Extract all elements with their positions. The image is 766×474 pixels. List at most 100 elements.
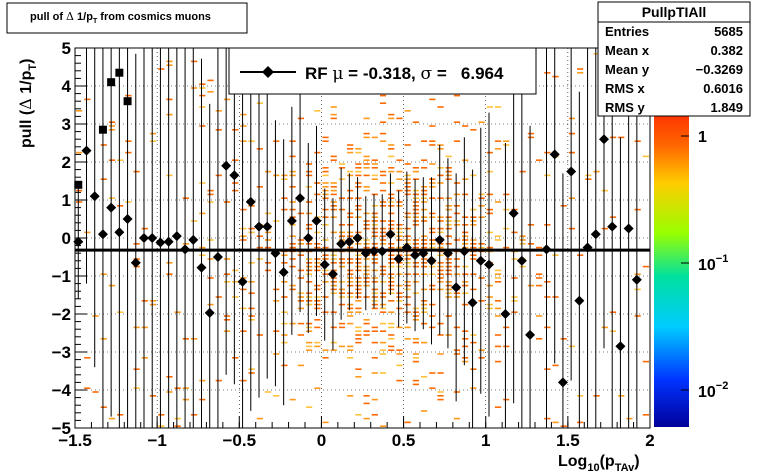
profile-point: [615, 341, 626, 352]
heatmap-cell: [297, 277, 304, 279]
heatmap-cell: [379, 307, 387, 310]
heatmap-cell: [149, 140, 157, 142]
heatmap-cell: [527, 243, 534, 245]
heatmap-cell: [363, 277, 370, 279]
heatmap-cell: [388, 322, 395, 325]
heatmap-cell: [371, 269, 378, 272]
heatmap-cell: [363, 212, 370, 215]
heatmap-cell: [462, 224, 469, 226]
heatmap-cell: [182, 243, 189, 245]
heatmap-cell: [445, 178, 452, 180]
heatmap-cell: [445, 273, 452, 275]
heatmap-cell: [133, 368, 140, 370]
y-tick-label: 0: [62, 229, 71, 248]
heatmap-cell: [486, 208, 493, 211]
heatmap-cell: [437, 269, 444, 272]
heatmap-cell: [371, 281, 378, 283]
heatmap-cell: [248, 262, 255, 264]
heatmap-cell: [437, 174, 444, 177]
heatmap-cell: [494, 334, 502, 336]
heatmap-cell: [544, 368, 551, 370]
profile-point: [484, 259, 494, 270]
heatmap-cell: [429, 288, 436, 291]
heatmap-cell: [462, 231, 469, 234]
heatmap-cell: [437, 281, 444, 283]
heatmap-cell: [273, 300, 280, 302]
heatmap-cell: [314, 326, 321, 329]
heatmap-cell: [371, 220, 378, 222]
heatmap-cell: [256, 334, 263, 336]
heatmap-cell: [634, 140, 641, 142]
heatmap-cell: [396, 224, 403, 226]
heatmap-cell: [191, 87, 198, 89]
heatmap-cell: [363, 224, 370, 226]
stats-value: 1.849: [710, 100, 743, 115]
heatmap-cell: [314, 341, 321, 344]
heatmap-cell: [289, 155, 296, 158]
heatmap-cell: [437, 144, 444, 146]
profile-point: [451, 282, 462, 293]
heatmap-cell: [355, 151, 362, 154]
heatmap-cell: [404, 288, 411, 291]
heatmap-cell: [396, 235, 403, 237]
heatmap-cell: [560, 425, 567, 427]
heatmap-cell: [421, 410, 428, 412]
heatmap-cell: [577, 72, 584, 74]
heatmap-cell: [421, 311, 428, 313]
heatmap-cell: [421, 273, 428, 275]
heatmap-cell: [536, 273, 543, 275]
heatmap-cell: [215, 296, 222, 298]
heatmap-cell: [322, 208, 329, 211]
profile-point: [525, 329, 536, 340]
heatmap-cell: [453, 182, 461, 184]
heatmap-cell: [404, 163, 411, 165]
heatmap-cell: [330, 311, 337, 313]
heatmap-cell: [314, 182, 321, 184]
square-point: [115, 68, 124, 77]
heatmap-cell: [281, 254, 288, 256]
heatmap-cell: [462, 235, 469, 237]
heatmap-cell: [363, 220, 370, 222]
heatmap-cell: [404, 262, 411, 264]
profile-point: [122, 214, 133, 224]
heatmap-cell: [322, 254, 329, 256]
heatmap-cell: [396, 231, 403, 234]
heatmap-cell: [478, 205, 485, 207]
heatmap-cell: [108, 417, 116, 420]
heatmap-cell: [388, 113, 395, 116]
heatmap-cell: [199, 106, 206, 108]
heatmap-cell: [371, 292, 378, 294]
heatmap-cell: [429, 326, 436, 329]
heatmap-cell: [306, 262, 313, 264]
heatmap-cell: [412, 357, 419, 359]
heatmap-cell: [388, 258, 395, 260]
heatmap-cell: [347, 315, 354, 317]
heatmap-cell: [166, 273, 173, 275]
profile-point: [188, 234, 199, 245]
heatmap-cell: [494, 345, 502, 348]
heatmap-cell: [437, 288, 444, 291]
heatmap-cell: [240, 288, 247, 291]
heatmap-cell: [306, 341, 313, 344]
heatmap-cell: [338, 296, 346, 298]
heatmap-cell: [494, 140, 502, 142]
heatmap-cell: [363, 136, 370, 139]
heatmap-cell: [494, 148, 502, 150]
chart-title: pull of Δ 1/pT from cosmics muons: [30, 10, 211, 25]
heatmap-cell: [347, 224, 354, 226]
heatmap-cell: [232, 269, 239, 272]
profile-point: [114, 227, 125, 238]
square-point: [107, 78, 116, 87]
heatmap-cell: [355, 330, 362, 332]
heatmap-cell: [404, 182, 411, 184]
heatmap-cell: [84, 387, 91, 389]
heatmap-cell: [462, 243, 469, 245]
heatmap-cell: [363, 281, 370, 283]
heatmap-cell: [322, 269, 329, 272]
heatmap-cell: [396, 189, 403, 192]
profile-point: [254, 221, 264, 232]
heatmap-cell: [322, 258, 329, 260]
profile-point: [163, 236, 174, 247]
heatmap-cell: [379, 182, 387, 184]
heatmap-cell: [108, 129, 116, 131]
